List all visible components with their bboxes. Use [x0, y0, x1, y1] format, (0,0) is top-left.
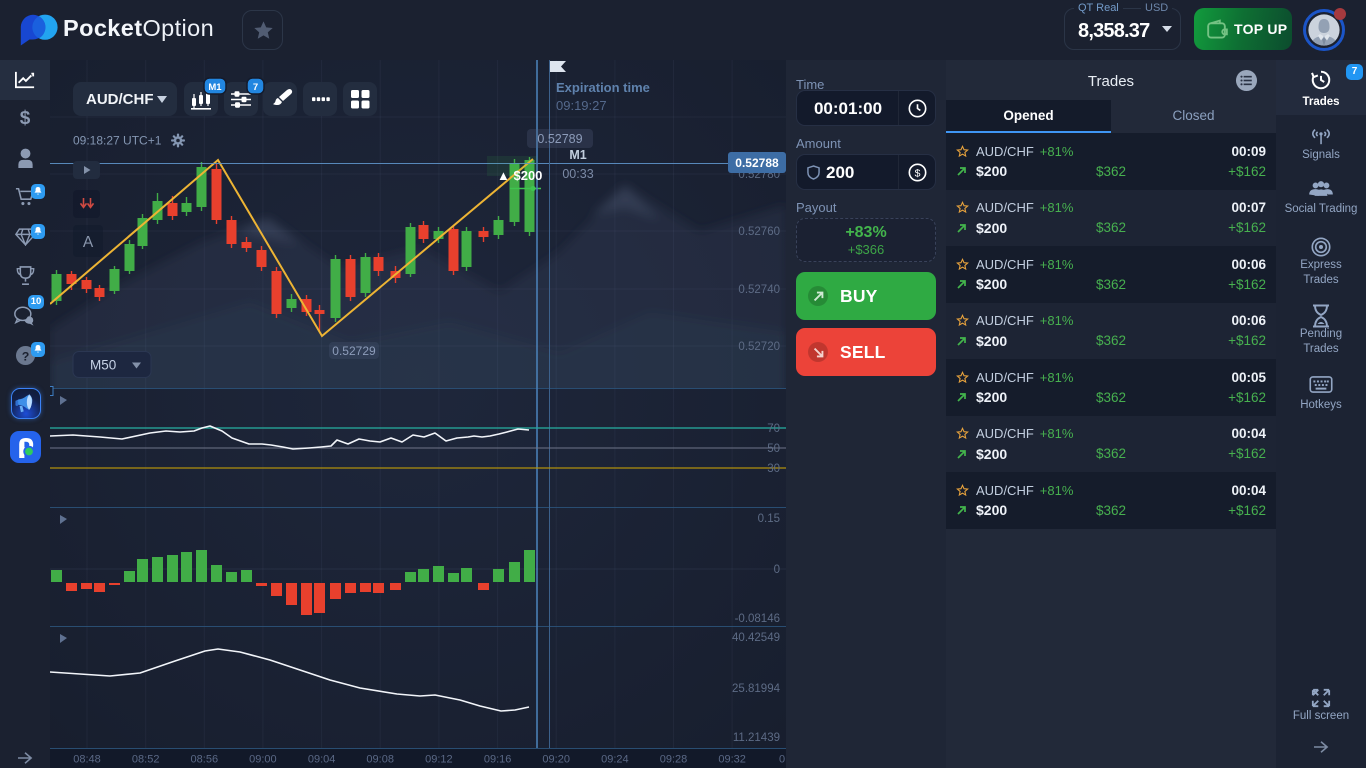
svg-text:A: A	[83, 234, 94, 251]
svg-text:25.81994: 25.81994	[732, 683, 781, 695]
svg-text:11.21439: 11.21439	[733, 732, 780, 744]
svg-text:M1: M1	[569, 148, 586, 162]
svg-text:M50: M50	[90, 358, 116, 373]
svg-text:0: 0	[779, 754, 785, 766]
svg-text:$: $	[914, 168, 920, 179]
svg-text:09:16: 09:16	[484, 754, 512, 766]
svg-text:0.52760: 0.52760	[738, 226, 780, 238]
svg-text:09:19:27: 09:19:27	[556, 98, 607, 113]
svg-text:40.42549: 40.42549	[732, 632, 780, 644]
svg-text:50: 50	[767, 443, 780, 455]
svg-text:▲ $200: ▲ $200	[497, 168, 542, 183]
svg-text:08:56: 08:56	[191, 754, 219, 766]
svg-text:00:33: 00:33	[562, 167, 593, 181]
svg-text:09:18:27 UTC+1: 09:18:27 UTC+1	[73, 134, 162, 148]
svg-text:09:28: 09:28	[660, 754, 688, 766]
svg-text:09:20: 09:20	[542, 754, 570, 766]
svg-text:7: 7	[253, 82, 258, 93]
svg-text:0.15: 0.15	[758, 513, 780, 525]
svg-text:0.52720: 0.52720	[738, 341, 780, 353]
svg-text:0.52789: 0.52789	[537, 132, 582, 146]
svg-text:70: 70	[767, 423, 780, 435]
svg-text:0: 0	[774, 564, 780, 576]
svg-text:AUD/CHF: AUD/CHF	[86, 91, 154, 108]
svg-text:-0.08146: -0.08146	[735, 613, 780, 625]
svg-text:08:52: 08:52	[132, 754, 160, 766]
svg-text:09:00: 09:00	[249, 754, 277, 766]
svg-text:09:12: 09:12	[425, 754, 453, 766]
svg-text:M1: M1	[208, 82, 222, 93]
svg-text:Expiration time: Expiration time	[556, 80, 650, 95]
svg-text:0.52788: 0.52788	[735, 156, 779, 170]
svg-text:?: ?	[21, 349, 29, 363]
svg-text:30: 30	[767, 463, 780, 475]
svg-text:0.52740: 0.52740	[738, 284, 780, 296]
svg-text:0.52729: 0.52729	[332, 344, 376, 358]
svg-text:09:32: 09:32	[718, 754, 746, 766]
svg-text:08:48: 08:48	[73, 754, 101, 766]
svg-text:09:08: 09:08	[366, 754, 394, 766]
svg-text:09:04: 09:04	[308, 754, 336, 766]
svg-text:09:24: 09:24	[601, 754, 629, 766]
